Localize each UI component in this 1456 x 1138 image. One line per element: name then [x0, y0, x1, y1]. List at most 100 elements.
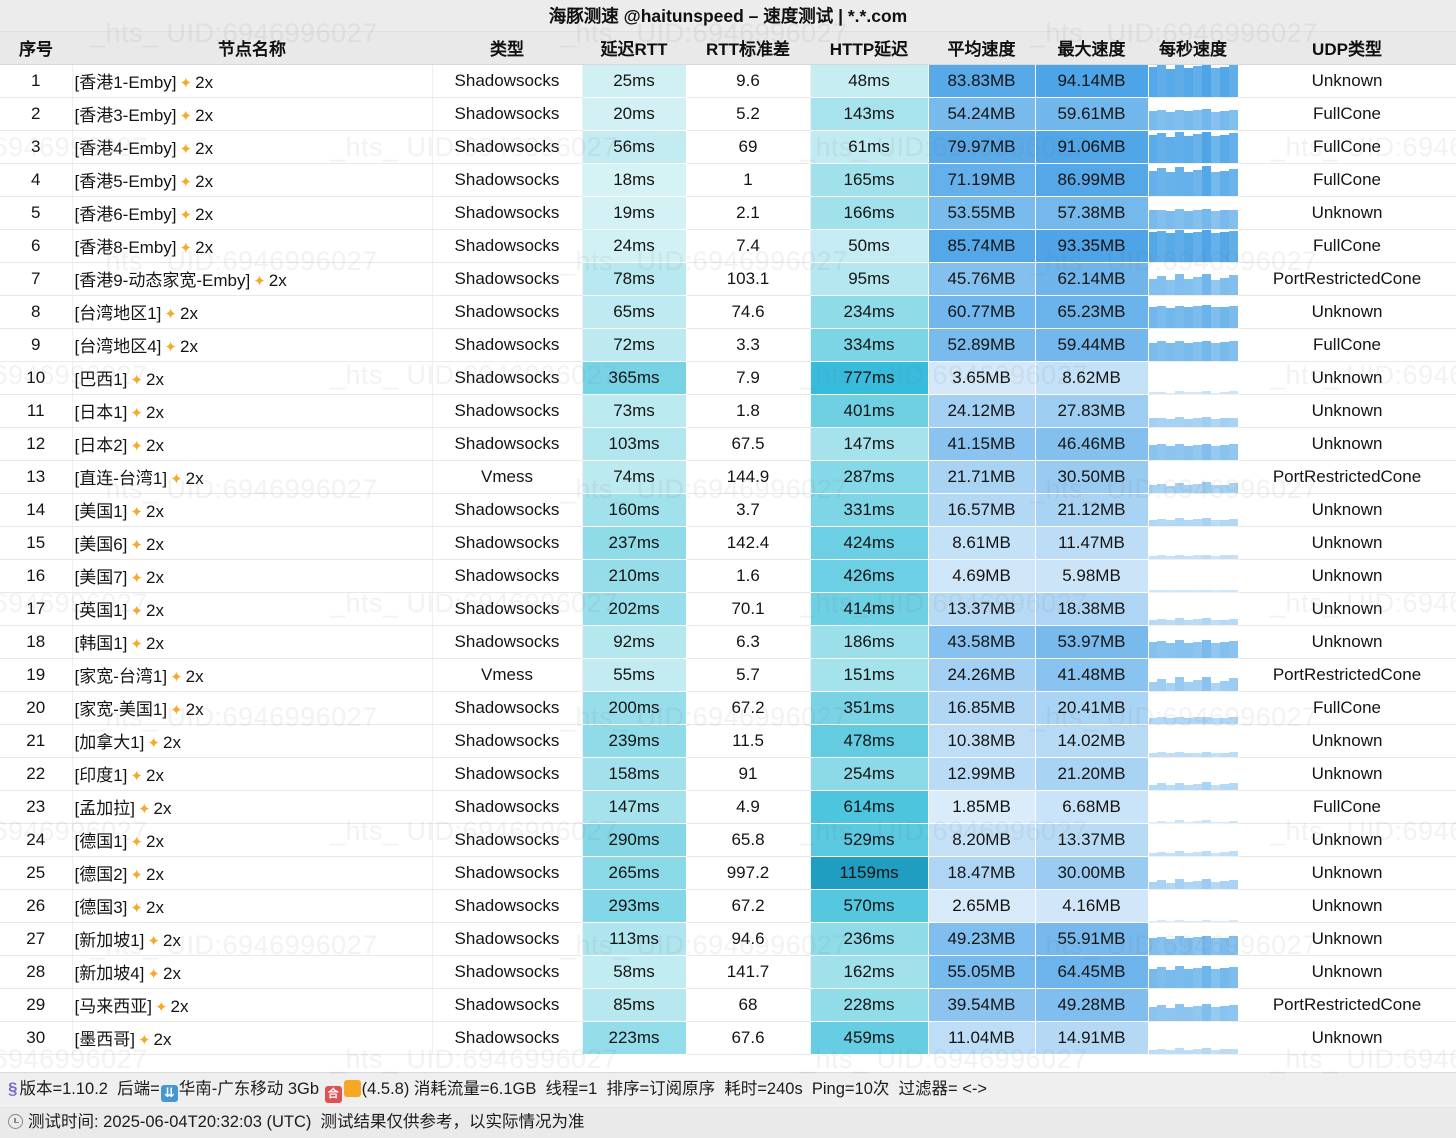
node-type: Shadowsocks: [432, 427, 583, 461]
avg-speed-cell: 43.58MB: [927, 625, 1036, 659]
sparkline-bar: [1219, 418, 1229, 426]
max-speed-cell: 93.35MB: [1034, 229, 1149, 263]
avg-speed-cell: 1.85MB: [927, 790, 1036, 824]
column-header-type: 类型: [432, 32, 582, 65]
sparkline-bar: [1219, 66, 1229, 96]
udp-type-cell: PortRestrictedCone: [1238, 988, 1456, 1022]
node-name-suffix: 2x: [145, 634, 164, 653]
sparkline-bar: [1175, 716, 1185, 723]
sparkline-bar: [1193, 852, 1202, 855]
node-name: [香港5-Emby] ✦ 2x: [72, 163, 433, 197]
rtt-stddev-cell: 65.8: [686, 823, 811, 857]
rtt-latency-cell: 223ms: [581, 1021, 687, 1055]
column-header-rtt-std: RTT标准差: [686, 32, 810, 65]
avg-speed-cell: 39.54MB: [927, 988, 1036, 1022]
node-type: Shadowsocks: [432, 130, 583, 164]
max-speed-cell: 4.16MB: [1034, 889, 1149, 923]
sparkline-bar: [1193, 134, 1202, 162]
rtt-latency-cell: 73ms: [581, 394, 687, 428]
sparkles-icon: ✦: [179, 141, 193, 158]
max-speed-cell: 53.97MB: [1034, 625, 1149, 659]
node-name-suffix: 2x: [145, 436, 164, 455]
sparkles-icon: ✦: [179, 75, 193, 92]
sparkline-bars: [1148, 890, 1237, 921]
sparkline-bar: [1184, 555, 1194, 558]
sparkline-bar: [1184, 445, 1194, 459]
sparkline-bar: [1157, 483, 1167, 492]
sparkline-bar: [1219, 445, 1229, 459]
sparkles-icon: ✦: [130, 768, 143, 785]
sparkline-bar: [1157, 1005, 1167, 1020]
sparkline-bar: [1193, 277, 1202, 294]
http-latency-cell: 236ms: [809, 922, 929, 956]
sparkline-bar: [1148, 278, 1158, 294]
sparkline-bar: [1184, 642, 1194, 657]
avg-speed-cell: 71.19MB: [927, 163, 1036, 197]
sparkline-bar: [1166, 920, 1176, 921]
sparkline-bar: [1228, 109, 1237, 129]
table-row: 26 [德国3] ✦ 2x Shadowsocks 293ms 67.2 570ms 2.65M…: [0, 889, 1456, 923]
column-header-udp: UDP类型: [1238, 32, 1456, 65]
sparkline-bar: [1148, 852, 1158, 855]
node-name-suffix: 2x: [195, 205, 214, 224]
udp-type-cell: FullCone: [1238, 163, 1456, 197]
row-index: 7: [0, 262, 73, 296]
http-latency-cell: 287ms: [809, 460, 929, 494]
node-type: Shadowsocks: [432, 922, 583, 956]
sparkline-bar: [1210, 643, 1220, 657]
sparkline-bar: [1210, 620, 1220, 624]
http-latency-cell: 1159ms: [809, 856, 929, 890]
rtt-stddev-cell: 5.2: [686, 97, 811, 131]
sparkline-bar: [1166, 343, 1176, 360]
http-latency-cell: 50ms: [809, 229, 929, 263]
sparkline-bar: [1157, 879, 1167, 888]
sparkline-bars: [1148, 362, 1237, 393]
table-row: 7 [香港9-动态家宽-Emby] ✦ 2x Shadowsocks 78ms 103.1 9…: [0, 262, 1456, 296]
avg-speed-cell: 2.65MB: [927, 889, 1036, 923]
table-row: 22 [印度1] ✦ 2x Shadowsocks 158ms 91 254ms 12.99MB…: [0, 757, 1456, 791]
sparkline-bar: [1201, 305, 1211, 327]
sparkline-bar: [1201, 131, 1211, 162]
sparkline-bar: [1228, 306, 1237, 327]
node-name-label: [香港1-Emby]: [74, 73, 177, 92]
rtt-latency-cell: 200ms: [581, 691, 687, 725]
sparkline-bar: [1219, 519, 1229, 525]
sparkles-icon: ✦: [130, 405, 143, 422]
table-row: 10 [巴西1] ✦ 2x Shadowsocks 365ms 7.9 777ms 3.65MB…: [0, 361, 1456, 395]
max-speed-cell: 57.38MB: [1034, 196, 1149, 230]
udp-type-cell: Unknown: [1238, 757, 1456, 791]
sparkline-bar: [1210, 785, 1220, 789]
node-name-label: [美国1]: [74, 502, 128, 521]
node-name-label: [日本2]: [74, 436, 128, 455]
speed-per-second-sparkline: [1148, 229, 1239, 263]
sparkline-bar: [1166, 1049, 1176, 1053]
sparkline-bar: [1193, 880, 1202, 888]
node-type: Shadowsocks: [432, 856, 583, 890]
sparkline-bar: [1166, 418, 1176, 426]
sparkline-bar: [1166, 785, 1176, 789]
sparkline-bar: [1175, 782, 1185, 789]
column-header-avg-speed: 平均速度: [928, 32, 1035, 65]
http-latency-cell: 228ms: [809, 988, 929, 1022]
sparkline-bar: [1210, 718, 1220, 723]
avg-speed-cell: 85.74MB: [927, 229, 1036, 263]
avg-speed-cell: 3.65MB: [927, 361, 1036, 395]
sparkline-bar: [1193, 937, 1202, 954]
table-row: 4 [香港5-Emby] ✦ 2x Shadowsocks 18ms 1 165ms 71.19…: [0, 163, 1456, 197]
rtt-latency-cell: 113ms: [581, 922, 687, 956]
table-row: 21 [加拿大1] ✦ 2x Shadowsocks 239ms 11.5 478ms 10.3…: [0, 724, 1456, 758]
rtt-stddev-cell: 67.2: [686, 889, 811, 923]
node-name: [新加坡1] ✦ 2x: [72, 922, 433, 956]
sparkline-bar: [1228, 65, 1237, 96]
speed-per-second-sparkline: [1148, 493, 1239, 527]
udp-type-cell: Unknown: [1238, 625, 1456, 659]
http-latency-cell: 151ms: [809, 658, 929, 692]
speed-per-second-sparkline: [1148, 64, 1239, 98]
speed-per-second-sparkline: [1148, 922, 1239, 956]
sparkline-bar: [1201, 935, 1211, 954]
sparkline-bar: [1175, 209, 1185, 228]
sparkline-bar: [1157, 168, 1167, 195]
sparkline-bar: [1228, 341, 1237, 360]
max-speed-cell: 94.14MB: [1034, 64, 1149, 98]
node-type: Shadowsocks: [432, 394, 583, 428]
